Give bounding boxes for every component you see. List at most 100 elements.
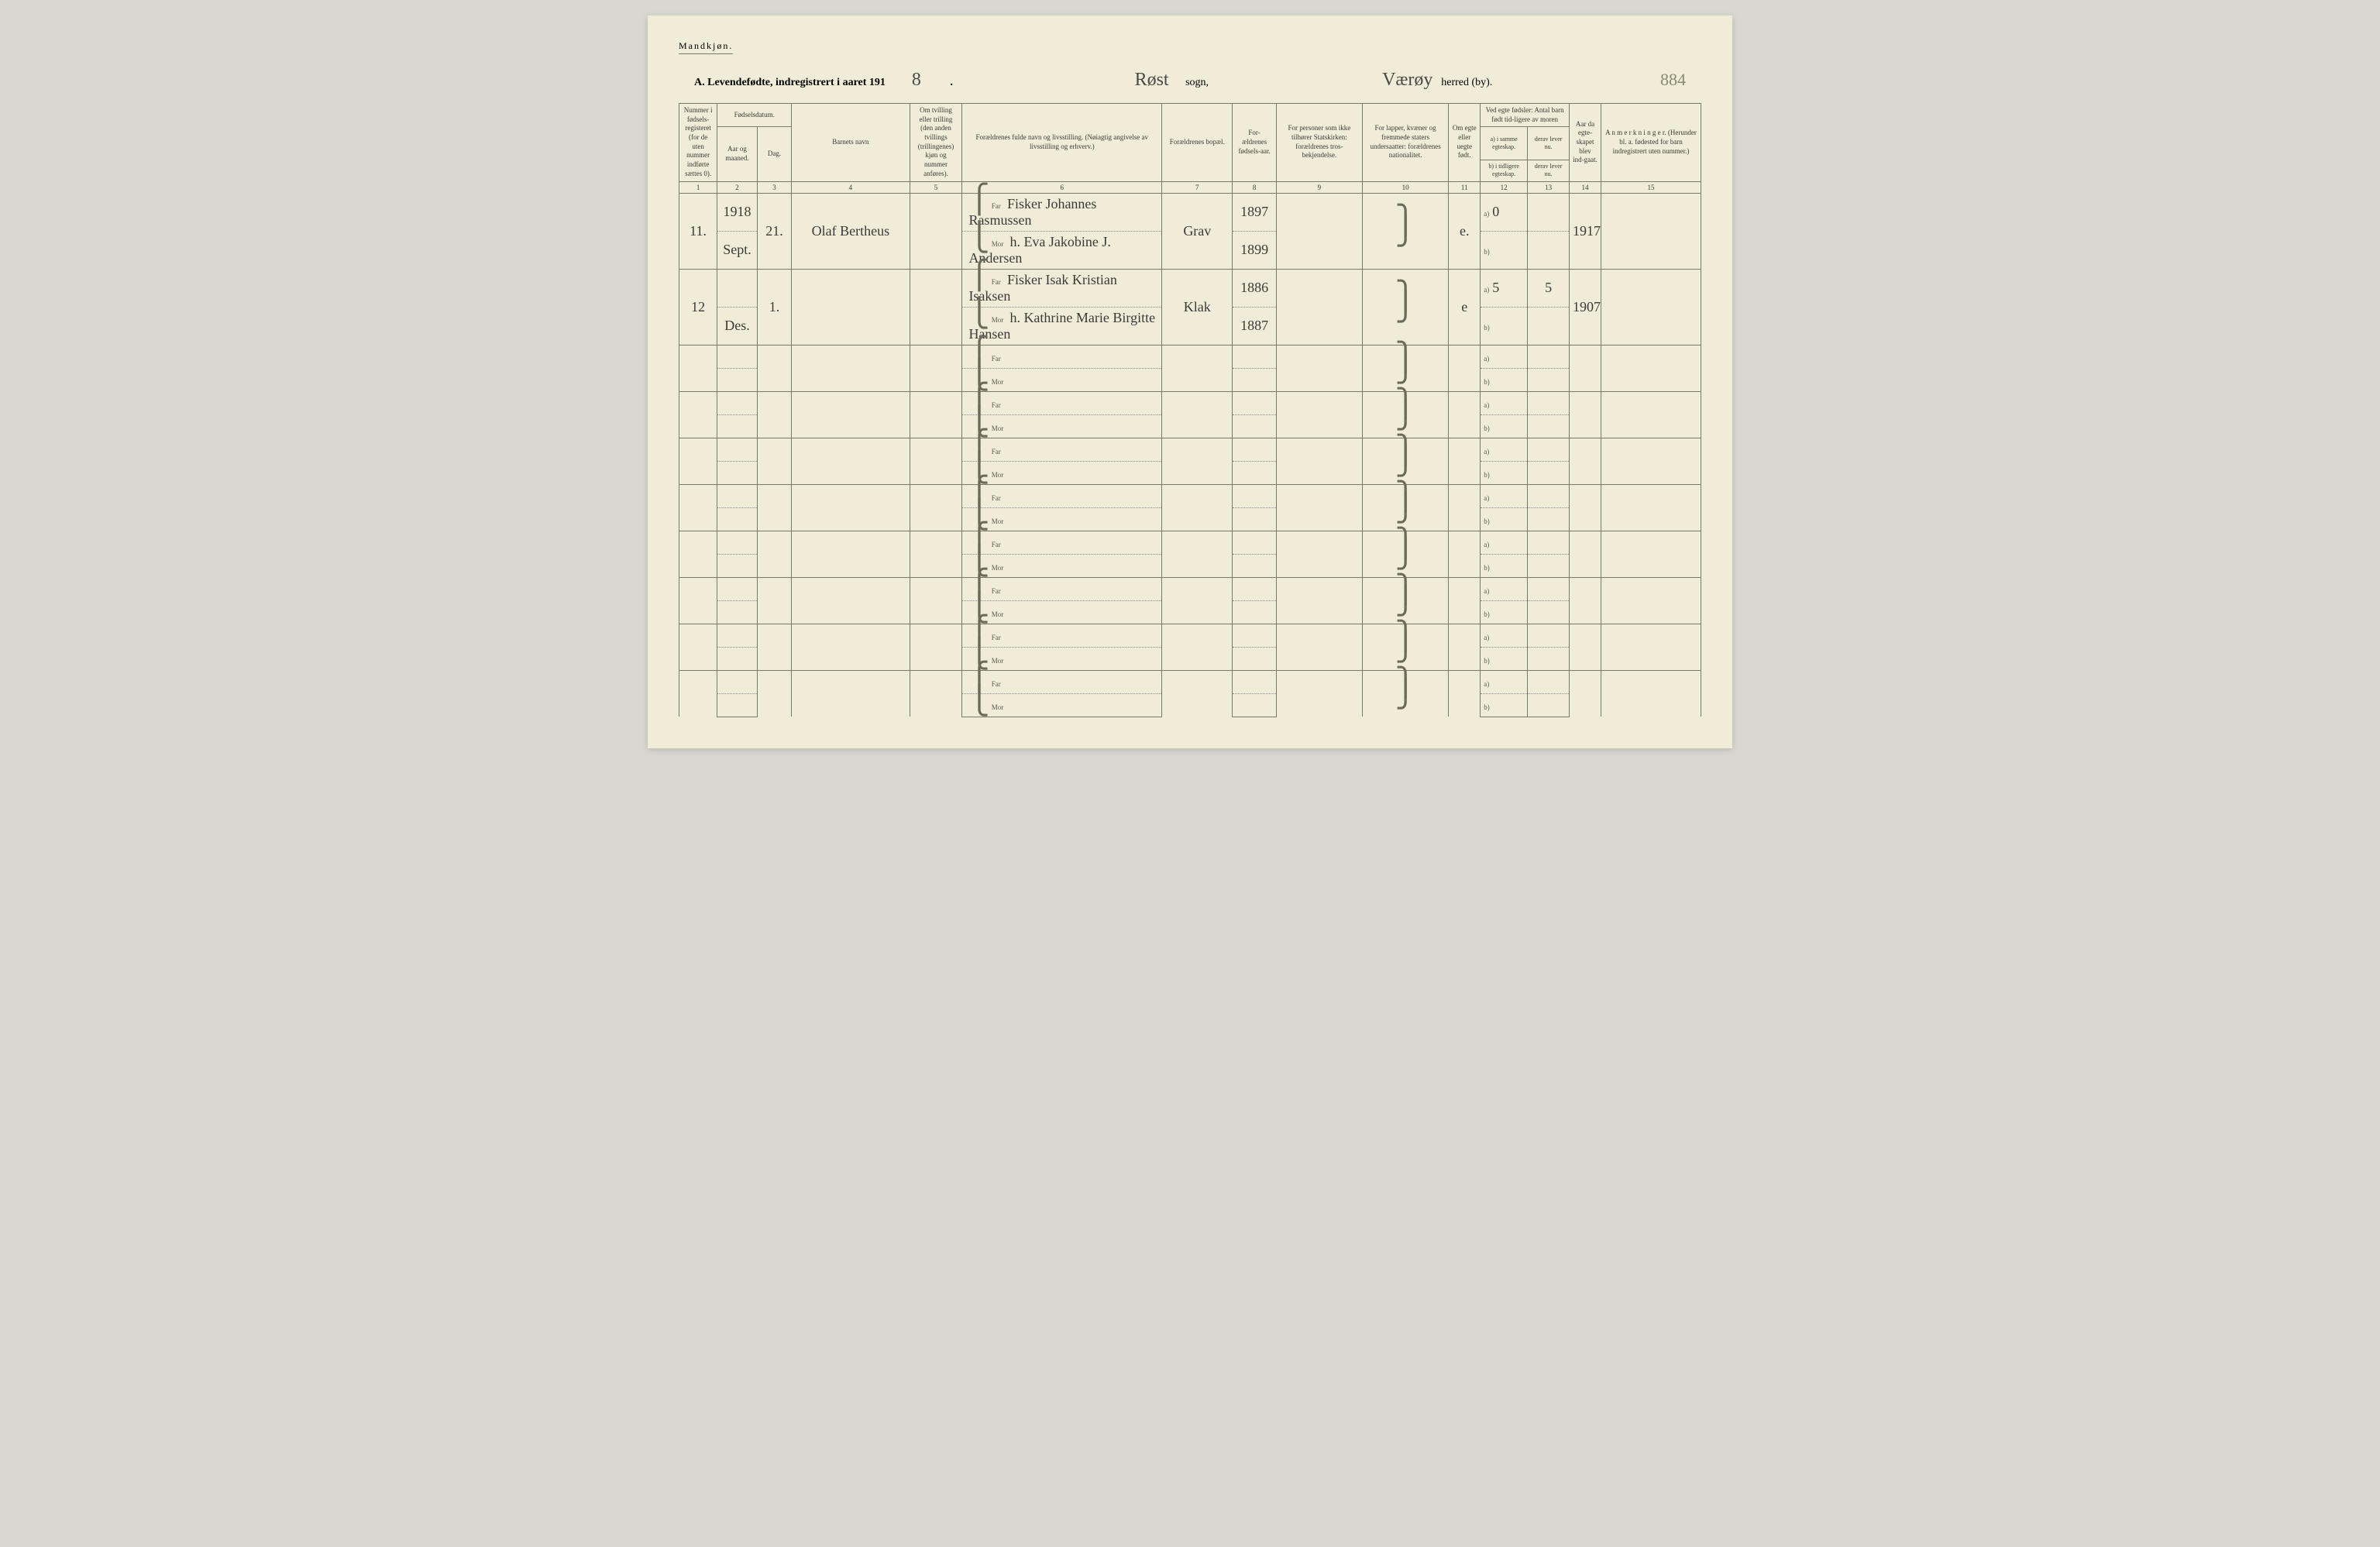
cell-religion [1276,345,1362,391]
hdr-col12-top: Ved egte fødsler: Antal barn født tid-li… [1481,104,1570,127]
cell-married-year [1570,670,1601,717]
cell-a: a) [1481,531,1528,554]
cell-egte [1449,484,1481,531]
colnum-12: 12 [1481,181,1528,193]
cell-remarks [1601,484,1701,531]
table-row: ⎧ Far ⎫⎭ a) [679,438,1701,461]
hdr-col5: Om tvilling eller trilling (den anden tv… [910,104,962,182]
hdr-col12a: a) i samme egteskap. [1481,127,1528,160]
cell-far: ⎧ Far Fisker Johannes Rasmussen [962,193,1162,231]
cell-twin [910,484,962,531]
cell-far: ⎧ Far [962,484,1162,507]
cell-egte [1449,391,1481,438]
gender-label: Mandkjøn. [679,40,733,54]
cell-mor-year: 1887 [1233,307,1276,345]
cell-b: b) [1481,368,1528,391]
cell-year [717,391,758,414]
cell-twin [910,391,962,438]
cell-twin [910,670,962,717]
cell-religion [1276,484,1362,531]
cell-day [757,624,792,670]
cell-a-lever: 5 [1528,269,1570,307]
hdr-col8: For-ældrenes fødsels-aar. [1233,104,1276,182]
cell-far: ⎧ Far [962,438,1162,461]
cell-egte: e. [1449,193,1481,269]
cell-a: a)5 [1481,269,1528,307]
cell-twin [910,193,962,269]
cell-bopael [1162,484,1233,531]
cell-nationality: ⎫⎭ [1362,193,1448,269]
cell-religion [1276,438,1362,484]
mor-value: h. Eva Jakobine J. Andersen [968,234,1110,266]
colnum-1: 1 [679,181,717,193]
sogn-label: sogn, [1185,77,1209,88]
colnum-13: 13 [1528,181,1570,193]
cell-childname [792,345,910,391]
cell-month [717,414,758,438]
cell-egte [1449,531,1481,577]
colnum-4: 4 [792,181,910,193]
cell-num [679,391,717,438]
colnum-2: 2 [717,181,758,193]
table-row: 12 1. ⎧ Far Fisker Isak Kristian Isaksen… [679,269,1701,307]
hdr-col2b: Dag. [757,127,792,181]
cell-num [679,345,717,391]
cell-year [717,484,758,507]
cell-month: Sept. [717,231,758,269]
cell-b: b) [1481,231,1528,269]
cell-religion [1276,531,1362,577]
cell-remarks [1601,531,1701,577]
cell-a: a) [1481,391,1528,414]
colnum-8: 8 [1233,181,1276,193]
cell-mor: ⎩ Mor [962,600,1162,624]
cell-b-lever [1528,231,1570,269]
cell-year [717,531,758,554]
cell-month [717,368,758,391]
cell-far: ⎧ Far Fisker Isak Kristian Isaksen [962,269,1162,307]
cell-b-lever [1528,507,1570,531]
cell-childname [792,438,910,484]
cell-far-year [1233,391,1276,414]
mor-label: Mor [992,240,1004,248]
cell-num [679,484,717,531]
hdr-col1: Nummer i fødsels-registeret (for de uten… [679,104,717,182]
cell-month [717,647,758,670]
hdr-col11: Om egte eller uegte født. [1449,104,1481,182]
cell-twin [910,577,962,624]
table-row: ⎧ Far ⎫⎭ a) [679,670,1701,693]
cell-day [757,438,792,484]
colnum-14: 14 [1570,181,1601,193]
cell-a: a) [1481,577,1528,600]
cell-religion [1276,391,1362,438]
cell-a-lever [1528,193,1570,231]
table-row: ⎧ Far ⎫⎭ a) [679,531,1701,554]
cell-religion [1276,269,1362,345]
cell-b: b) [1481,693,1528,717]
table-header: Nummer i fødsels-registeret (for de uten… [679,104,1701,194]
cell-far: ⎧ Far [962,391,1162,414]
herred-value: Værøy [1377,70,1439,91]
cell-far-year [1233,577,1276,600]
cell-remarks [1601,438,1701,484]
cell-num [679,670,717,717]
hdr-col13b: derav lever nu. [1528,160,1570,181]
cell-remarks [1601,624,1701,670]
cell-month [717,554,758,577]
cell-twin [910,438,962,484]
cell-far-year: 1897 [1233,193,1276,231]
title-left: A. Levendefødte, indregistrert i aaret 1… [694,70,953,91]
mor-label: Mor [992,703,1004,711]
cell-a-lever [1528,484,1570,507]
cell-nationality: ⎫⎭ [1362,670,1448,717]
cell-year [717,345,758,368]
cell-year [717,624,758,647]
cell-month [717,461,758,484]
colnum-15: 15 [1601,181,1701,193]
register-table: Nummer i fødsels-registeret (for de uten… [679,103,1701,717]
cell-day [757,531,792,577]
cell-mor: ⎩ Mor [962,554,1162,577]
far-label: Far [992,401,1001,409]
cell-bopael [1162,577,1233,624]
cell-remarks [1601,670,1701,717]
cell-day [757,345,792,391]
